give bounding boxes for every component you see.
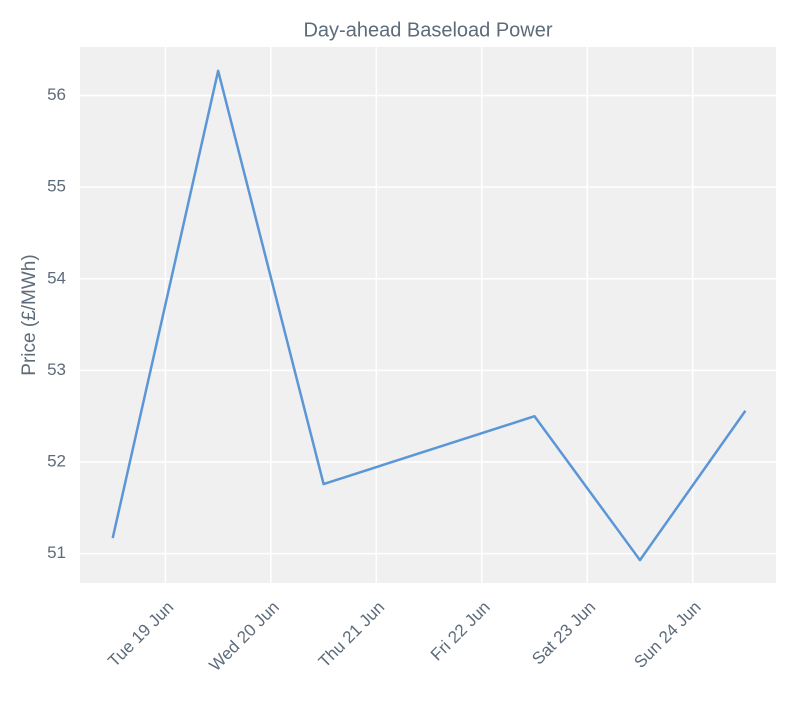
data-line — [111, 69, 747, 562]
y-tick-label: 56 — [47, 85, 66, 104]
chart-title: Day-ahead Baseload Power — [303, 19, 552, 41]
y-tick-label: 54 — [47, 268, 66, 287]
y-tick-label: 53 — [47, 360, 66, 379]
x-tick-label: Wed 20 Jun — [205, 598, 282, 675]
y-tick-label: 52 — [47, 452, 66, 471]
x-tick-label: Fri 22 Jun — [427, 598, 494, 665]
plot-area — [80, 47, 776, 583]
x-tick-label: Thu 21 Jun — [315, 598, 389, 672]
x-tick-label: Tue 19 Jun — [104, 598, 177, 671]
x-tick-label: Sat 23 Jun — [528, 598, 599, 669]
y-tick-label: 51 — [47, 543, 66, 562]
y-tick-label: 55 — [47, 177, 66, 196]
x-tick-label: Sun 24 Jun — [630, 598, 704, 672]
y-axis-label: Price (£/MWh) — [19, 254, 40, 375]
